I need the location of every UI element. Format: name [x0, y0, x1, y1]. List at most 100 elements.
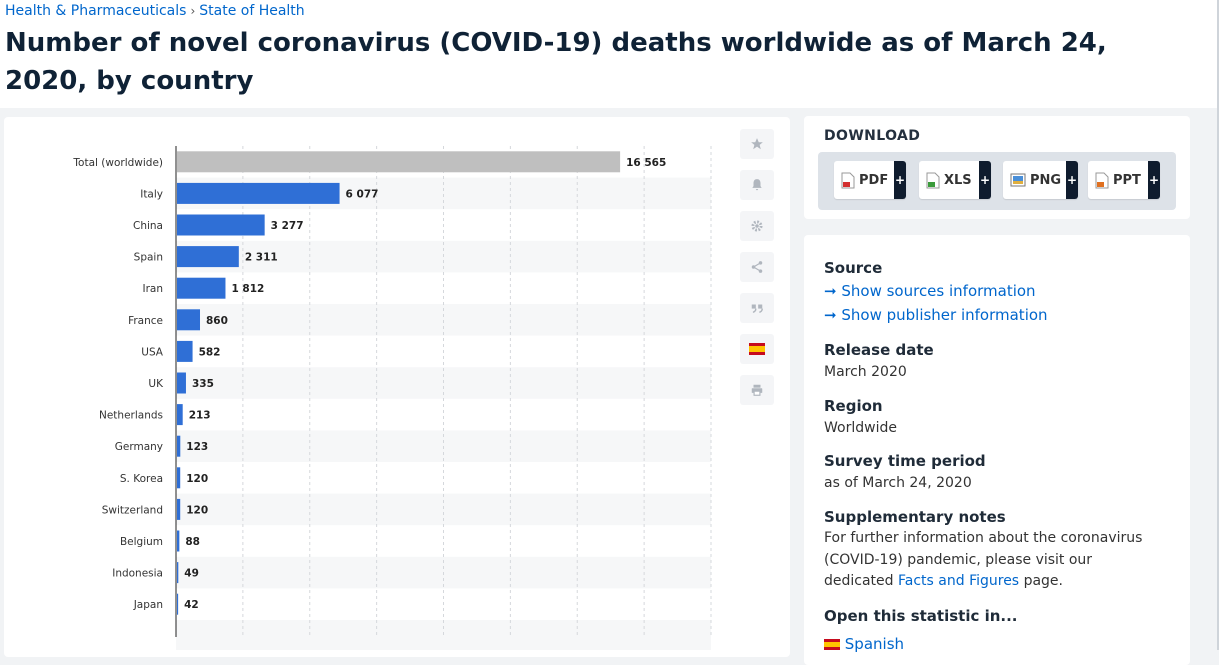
bar-uk	[177, 372, 186, 394]
download-panel: DOWNLOAD PDF + XLS + PNG + PPT +	[804, 116, 1190, 219]
download-title: DOWNLOAD	[824, 128, 921, 144]
value-label: 2 311	[245, 252, 278, 264]
pdf-file-icon	[841, 172, 855, 188]
png-file-icon	[1010, 173, 1026, 187]
category-label: Belgium	[120, 536, 163, 548]
cite-button[interactable]	[740, 293, 774, 323]
show-publisher-link[interactable]: ➞ Show publisher information	[824, 306, 1048, 324]
ppt-file-icon	[1095, 172, 1109, 188]
quote-icon	[751, 304, 763, 313]
plus-icon: +	[1066, 161, 1078, 199]
category-label: Iran	[142, 283, 163, 295]
supplementary-notes-text: For further information about the corona…	[824, 528, 1154, 593]
bar-france	[177, 309, 201, 331]
download-pdf-label: PDF	[859, 172, 889, 188]
value-label: 335	[192, 378, 214, 390]
bell-icon	[752, 179, 762, 191]
value-label: 860	[206, 315, 228, 327]
category-label: Indonesia	[112, 568, 163, 580]
chart-toolbar	[740, 129, 778, 416]
category-label: Japan	[133, 599, 163, 611]
download-ppt-button[interactable]: PPT +	[1088, 161, 1160, 199]
download-xls-button[interactable]: XLS +	[919, 161, 991, 199]
value-label: 1 812	[231, 283, 264, 295]
bar-indonesia	[177, 562, 179, 584]
supplementary-notes-heading: Supplementary notes	[824, 508, 1006, 526]
breadcrumb-category-link[interactable]: Health & Pharmaceuticals	[5, 3, 187, 19]
notification-button[interactable]	[740, 170, 774, 200]
arrow-right-icon: ➞	[824, 282, 837, 300]
region-value: Worldwide	[824, 420, 897, 436]
show-publisher-label: Show publisher information	[841, 306, 1048, 324]
spanish-version-button[interactable]	[740, 334, 774, 364]
bar-belgium	[177, 530, 180, 552]
download-png-button[interactable]: PNG +	[1003, 161, 1078, 199]
bar-switzerland	[177, 498, 181, 520]
value-label: 123	[186, 441, 208, 453]
plus-icon: +	[1148, 161, 1160, 199]
plus-icon: +	[979, 161, 991, 199]
category-label: Switzerland	[102, 504, 163, 516]
bar-spain	[177, 246, 239, 268]
notes-text-end: page.	[1023, 573, 1063, 589]
bar-germany	[177, 435, 181, 457]
breadcrumb-separator: ›	[190, 4, 196, 18]
share-button[interactable]	[740, 252, 774, 282]
category-label: China	[133, 220, 163, 232]
value-label: 582	[199, 346, 221, 358]
download-options: PDF + XLS + PNG + PPT +	[818, 152, 1176, 210]
xls-file-icon	[926, 172, 940, 188]
open-spanish-link[interactable]: Spanish	[824, 635, 904, 653]
survey-period-value: as of March 24, 2020	[824, 475, 972, 491]
facts-and-figures-link[interactable]: Facts and Figures	[898, 573, 1020, 589]
settings-button[interactable]	[740, 211, 774, 241]
category-label: USA	[141, 346, 164, 358]
value-label: 49	[184, 568, 199, 580]
category-label: France	[128, 315, 163, 327]
category-label: Germany	[115, 441, 163, 453]
source-heading: Source	[824, 259, 883, 277]
category-label: Total (worldwide)	[72, 157, 163, 169]
category-label: UK	[148, 378, 164, 390]
value-label: 3 277	[271, 220, 304, 232]
star-icon	[751, 138, 763, 150]
value-label: 42	[184, 599, 199, 611]
statistic-details-panel: Source ➞ Show sources information ➞ Show…	[804, 235, 1190, 665]
spanish-flag-icon	[824, 639, 840, 650]
bar-total-worldwide	[177, 151, 621, 173]
category-label: Netherlands	[99, 410, 163, 422]
plus-icon: +	[894, 161, 906, 199]
category-label: S. Korea	[120, 473, 163, 485]
download-pdf-button[interactable]: PDF +	[834, 161, 906, 199]
region-heading: Region	[824, 397, 883, 415]
value-label: 88	[185, 536, 200, 548]
bar-iran	[177, 277, 226, 299]
value-label: 120	[186, 473, 208, 485]
breadcrumb-subcategory-link[interactable]: State of Health	[199, 3, 305, 19]
category-label: Italy	[140, 188, 163, 200]
print-button[interactable]	[740, 375, 774, 405]
value-label: 213	[189, 410, 211, 422]
release-date-value: March 2020	[824, 364, 907, 380]
bar-netherlands	[177, 404, 183, 426]
show-sources-label: Show sources information	[841, 282, 1036, 300]
bar-usa	[177, 340, 193, 362]
survey-period-heading: Survey time period	[824, 452, 986, 470]
gear-icon	[751, 220, 763, 232]
download-xls-label: XLS	[944, 172, 972, 188]
page-title: Number of novel coronavirus (COVID-19) d…	[5, 28, 1107, 96]
value-label: 120	[186, 504, 208, 516]
notes-text: For further information about the corona…	[824, 530, 1143, 589]
open-spanish-label: Spanish	[844, 635, 905, 653]
open-statistic-heading: Open this statistic in...	[824, 607, 1018, 625]
bar-china	[177, 214, 265, 236]
chart-card: Total (worldwide) 16 565 Italy 6 077 China 3 …	[4, 117, 790, 657]
release-date-heading: Release date	[824, 341, 934, 359]
show-sources-link[interactable]: ➞ Show sources information	[824, 282, 1036, 300]
print-icon	[751, 384, 763, 396]
favorite-button[interactable]	[740, 129, 774, 159]
breadcrumb: Health & Pharmaceuticals › State of Health	[5, 3, 305, 19]
category-label: Spain	[134, 252, 163, 264]
bar-japan	[177, 593, 179, 615]
scrollbar[interactable]	[1217, 0, 1219, 650]
